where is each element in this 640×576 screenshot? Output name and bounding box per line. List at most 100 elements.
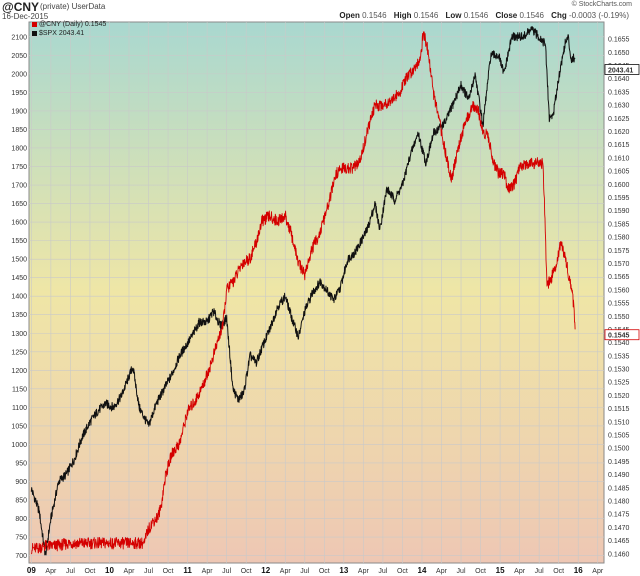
left-tick-label: 1150 (12, 386, 27, 393)
right-axis: 0.1460 0.1465 0.1470 0.1475 0.1480 0.1485 0.14… (608, 37, 630, 559)
right-tick-label: 0.1565 (608, 274, 630, 281)
x-tick-label: Apr (436, 568, 448, 575)
right-tick-label: 0.1505 (608, 433, 630, 440)
last-value-text: 0.1545 (608, 333, 630, 340)
left-tick-label: 750 (15, 535, 27, 542)
series-layer (30, 26, 576, 556)
x-tick-label: Oct (553, 568, 564, 575)
left-tick-label: 1800 (11, 145, 27, 152)
grid (29, 22, 604, 563)
left-axis: 700 750 800 850 900 950 1000 1050 1100 1150 1200 12… (11, 34, 27, 560)
legend-swatch-cny (32, 21, 37, 27)
x-tick-label: Apr (280, 568, 292, 575)
x-tick-label: Jul (457, 568, 466, 575)
right-tick-label: 0.1490 (608, 472, 630, 479)
right-tick-label: 0.1630 (608, 103, 630, 110)
right-tick-label: 0.1640 (608, 76, 630, 83)
last-value-labels: 2043.41 0.1545 (604, 64, 640, 341)
x-tick-label: Apr (124, 568, 136, 575)
right-tick-label: 0.1595 (608, 195, 630, 202)
chart-date: 16-Dec-2015 (2, 12, 49, 21)
ohlc-low-value: 0.1546 (463, 11, 489, 20)
left-tick-label: 1650 (11, 201, 27, 208)
ohlc-open-value: 0.1546 (362, 11, 387, 20)
x-tick-label: Apr (202, 568, 214, 575)
chart-symbol: @CNY (2, 0, 40, 14)
last-value-box (604, 64, 640, 75)
right-tick-label: 0.1610 (608, 155, 630, 162)
x-tick-label: 12 (261, 566, 270, 575)
right-tick-label: 0.1460 (608, 551, 630, 558)
right-tick-label: 0.1500 (608, 446, 630, 453)
left-tick-label: 1350 (11, 312, 27, 319)
right-tick-label: 0.1515 (608, 406, 630, 413)
x-tick-label: 16 (574, 566, 583, 575)
x-tick-label: 13 (339, 566, 348, 575)
last-value-spx: 2043.41 (604, 64, 640, 75)
left-tick-label: 1600 (11, 220, 27, 227)
ohlc-chg-value: -0.0003 (-0.19%) (568, 11, 629, 20)
x-tick-label: Oct (163, 568, 174, 575)
right-tick-label: 0.1550 (608, 314, 630, 321)
right-tick-label: 0.1605 (608, 169, 630, 176)
x-tick-label: Jul (378, 568, 387, 575)
ohlc-readout: Open 0.1546 High 0.1546 Low 0.1546 Close… (339, 11, 634, 20)
legend-label-spx: $SPX 2043.41 (39, 30, 85, 37)
left-tick-label: 1050 (11, 423, 27, 430)
x-tick-label: Oct (397, 568, 408, 575)
x-tick-label: Apr (45, 568, 57, 575)
right-tick-label: 0.1590 (608, 208, 630, 215)
right-tick-label: 0.1535 (608, 353, 630, 360)
right-tick-label: 0.1600 (608, 182, 630, 189)
ohlc-high-label: High (393, 11, 412, 20)
right-tick-label: 0.1575 (608, 248, 630, 255)
right-tick-label: 0.1555 (608, 301, 630, 308)
right-tick-label: 0.1570 (608, 261, 630, 268)
ohlc-close-label: Close (495, 11, 518, 20)
legend-item-spx: $SPX 2043.41 (32, 29, 106, 38)
ohlc-close-value: 0.1546 (519, 11, 544, 20)
right-tick-label: 0.1520 (608, 393, 630, 400)
left-tick-label: 900 (15, 479, 27, 486)
ohlc-low-label: Low (445, 11, 462, 20)
left-tick-label: 1950 (11, 90, 27, 97)
ohlc-chg-label: Chg (551, 11, 567, 20)
left-tick-label: 1450 (11, 275, 27, 282)
left-tick-label: 1100 (12, 405, 27, 412)
last-value-text: 2043.41 (608, 68, 633, 75)
left-tick-label: 950 (15, 460, 27, 467)
left-tick-label: 1400 (11, 294, 27, 301)
x-tick-label: Jul (300, 568, 309, 575)
x-tick-label: Oct (475, 568, 486, 575)
x-tick-label: Oct (241, 568, 252, 575)
x-tick-label: 15 (496, 566, 505, 575)
left-tick-label: 1700 (11, 183, 27, 190)
right-tick-label: 0.1480 (608, 498, 630, 505)
ohlc-high-value: 0.1546 (413, 11, 439, 20)
right-tick-label: 0.1540 (608, 340, 630, 347)
left-tick-label: 2050 (11, 53, 27, 60)
right-tick-label: 0.1525 (608, 380, 630, 387)
right-tick-label: 0.1475 (608, 512, 630, 519)
x-tick-label: Jul (66, 568, 75, 575)
right-tick-label: 0.1650 (608, 50, 630, 57)
x-tick-label: 09 (27, 566, 36, 575)
right-tick-label: 0.1495 (608, 459, 630, 466)
series-line-spx (30, 26, 576, 556)
left-tick-label: 1200 (11, 368, 27, 375)
right-tick-label: 0.1470 (608, 525, 630, 532)
legend-item-cny: @CNY (Daily) 0.1545 (32, 20, 106, 29)
right-tick-label: 0.1620 (608, 129, 630, 136)
right-tick-label: 0.1465 (608, 538, 630, 545)
right-tick-label: 0.1655 (608, 37, 630, 44)
x-tick-label: Apr (358, 568, 370, 575)
x-tick-label: Jul (144, 568, 153, 575)
left-tick-label: 1250 (11, 349, 27, 356)
left-tick-label: 1000 (11, 442, 27, 449)
plot-background (28, 21, 605, 564)
x-tick-label: Oct (319, 568, 330, 575)
right-tick-label: 0.1560 (608, 287, 630, 294)
right-tick-label: 0.1580 (608, 235, 630, 242)
x-tick-label: Apr (592, 568, 604, 575)
